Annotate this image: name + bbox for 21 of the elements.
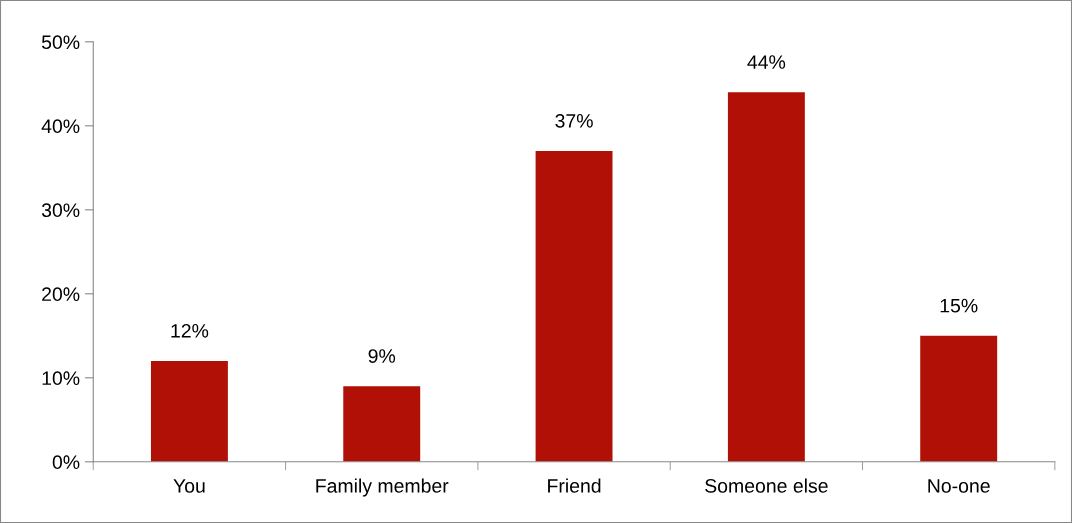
y-tick-label: 30% <box>41 203 80 218</box>
y-tick-label: 20% <box>42 287 80 302</box>
data-label: 44% <box>747 55 786 69</box>
x-tick-label: Someone else <box>705 478 828 493</box>
data-label: 12% <box>171 323 209 338</box>
bar <box>343 386 421 462</box>
x-tick-label: Family member <box>316 478 449 497</box>
y-tick-label: 10% <box>42 371 80 386</box>
y-tick-label: 50% <box>41 35 80 50</box>
x-tick-label: Friend <box>548 478 601 493</box>
bar <box>920 335 998 462</box>
y-tick-label: 0% <box>52 455 80 470</box>
data-label: 37% <box>555 113 593 128</box>
x-tick-label: No-one <box>928 479 990 493</box>
bar <box>150 361 228 462</box>
bar <box>727 92 805 462</box>
bar <box>535 151 613 462</box>
y-tick-label: 40% <box>41 119 80 134</box>
data-label: 9% <box>368 349 396 363</box>
x-tick-label: You <box>173 479 205 493</box>
data-label: 15% <box>940 298 978 313</box>
